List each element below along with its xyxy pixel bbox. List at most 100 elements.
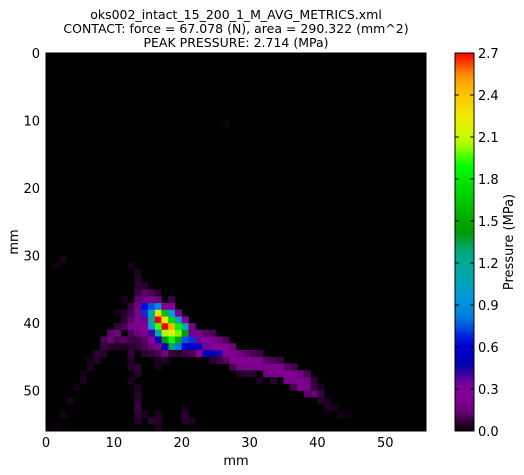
heatmap-cell — [263, 370, 271, 378]
y-tick-label: 40 — [23, 317, 40, 332]
heatmap-cell — [168, 302, 176, 310]
heatmap-cell — [269, 370, 278, 378]
heatmap-cell — [303, 383, 311, 391]
heatmap-cell — [324, 404, 332, 412]
heatmap-cell — [134, 417, 142, 425]
heatmap-cell — [141, 336, 149, 344]
heatmap-cell — [161, 302, 169, 310]
heatmap-cell — [147, 309, 155, 317]
heatmap-cell — [127, 323, 135, 331]
heatmap-cell — [127, 302, 135, 310]
heatmap-cell — [256, 377, 264, 385]
heatmap-cell — [215, 336, 223, 344]
heatmap-cell — [181, 350, 189, 358]
heatmap-cell — [134, 269, 142, 277]
heatmap-cell — [297, 370, 305, 378]
heatmap-cell — [174, 350, 183, 358]
colorbar-tick-label: 1.5 — [478, 215, 499, 230]
heatmap-cell — [222, 120, 230, 128]
heatmap-cell — [86, 356, 94, 364]
heatmap-cell — [324, 397, 332, 405]
heatmap-cell — [154, 309, 162, 317]
heatmap-cell — [174, 343, 183, 351]
x-tick-label: 30 — [241, 436, 258, 451]
y-axis-label: mm — [7, 229, 22, 254]
heatmap-cell — [256, 350, 264, 358]
heatmap-cell — [290, 377, 298, 385]
heatmap-cell — [310, 383, 318, 391]
heatmap-cell — [134, 343, 142, 351]
heatmap-cell — [188, 417, 196, 425]
heatmap-cell — [154, 316, 162, 324]
heatmap-cell — [134, 275, 142, 283]
heatmap-cell — [249, 370, 257, 378]
heatmap-cell — [154, 417, 162, 425]
heatmap-cell — [161, 350, 169, 358]
heatmap-cell — [188, 343, 196, 351]
heatmap-cell — [303, 390, 311, 398]
heatmap-cell — [188, 336, 196, 344]
heatmap-cell — [269, 356, 278, 364]
colorbar — [454, 52, 475, 432]
heatmap-cell — [168, 309, 176, 317]
heatmap-cell — [107, 329, 115, 337]
heatmap-cell — [236, 363, 244, 371]
heatmap-cell — [113, 323, 121, 331]
y-axis-ticks: 0 10 20 30 40 50 — [23, 47, 426, 400]
colorbar-tick-label: 1.8 — [478, 173, 499, 188]
heatmap-cell — [249, 350, 257, 358]
heatmap-cell — [154, 302, 162, 310]
heatmap-cell — [120, 296, 128, 304]
heatmap-cell — [195, 336, 203, 344]
heatmap-cell — [222, 343, 230, 351]
heatmap-cell — [147, 289, 155, 297]
heatmap-cell — [141, 410, 149, 418]
heatmap-cell — [134, 289, 142, 297]
heatmap-cell — [283, 370, 291, 378]
x-tick-label: 10 — [106, 436, 123, 451]
heatmap-cell — [147, 296, 155, 304]
heatmap-cell — [154, 350, 162, 358]
heatmap-cell — [283, 377, 291, 385]
heatmap-cell — [290, 370, 298, 378]
heatmap-cell — [127, 350, 135, 358]
heatmap-cell — [168, 343, 176, 351]
heatmap-cell — [141, 309, 149, 317]
heatmap-cell — [134, 370, 142, 378]
heatmap-cell — [100, 343, 108, 351]
heatmap-cell — [120, 343, 128, 351]
title-line-contact: CONTACT: force = 67.078 (N), area = 290.… — [63, 21, 408, 36]
plot-area-frame — [45, 52, 427, 432]
heatmap-cell — [141, 329, 149, 337]
heatmap-cell — [147, 417, 155, 425]
x-tick-label: 20 — [173, 436, 190, 451]
heatmap-cell — [154, 336, 162, 344]
heatmap-cell — [202, 350, 210, 358]
heatmap-cell — [215, 350, 223, 358]
heatmap-cell — [141, 316, 149, 324]
heatmap-cell — [141, 302, 149, 310]
heatmap-cell — [134, 390, 142, 398]
y-tick-label: 20 — [23, 182, 40, 197]
heatmap-cell — [215, 343, 223, 351]
heatmap-cell — [168, 316, 176, 324]
heatmap-cell — [59, 255, 67, 263]
colorbar-tick-label: 0.6 — [478, 341, 499, 356]
heatmap-cell — [310, 390, 318, 398]
heatmap-cell — [168, 336, 176, 344]
heatmap-cell — [120, 309, 128, 317]
heatmap-cell — [215, 356, 223, 364]
heatmap-cell — [249, 363, 257, 371]
heatmap-cell — [310, 377, 318, 385]
heatmap-cell — [174, 336, 183, 344]
colorbar-tick-label: 0.0 — [478, 425, 499, 440]
heatmap-cell — [242, 363, 250, 371]
heatmap-cell — [161, 309, 169, 317]
heatmap-cell — [141, 343, 149, 351]
x-tick-label: 0 — [42, 436, 50, 451]
heatmap-cell — [113, 336, 121, 344]
heatmap-cell — [208, 343, 216, 351]
heatmap-cells — [52, 120, 352, 432]
heatmap-cell — [256, 356, 264, 364]
